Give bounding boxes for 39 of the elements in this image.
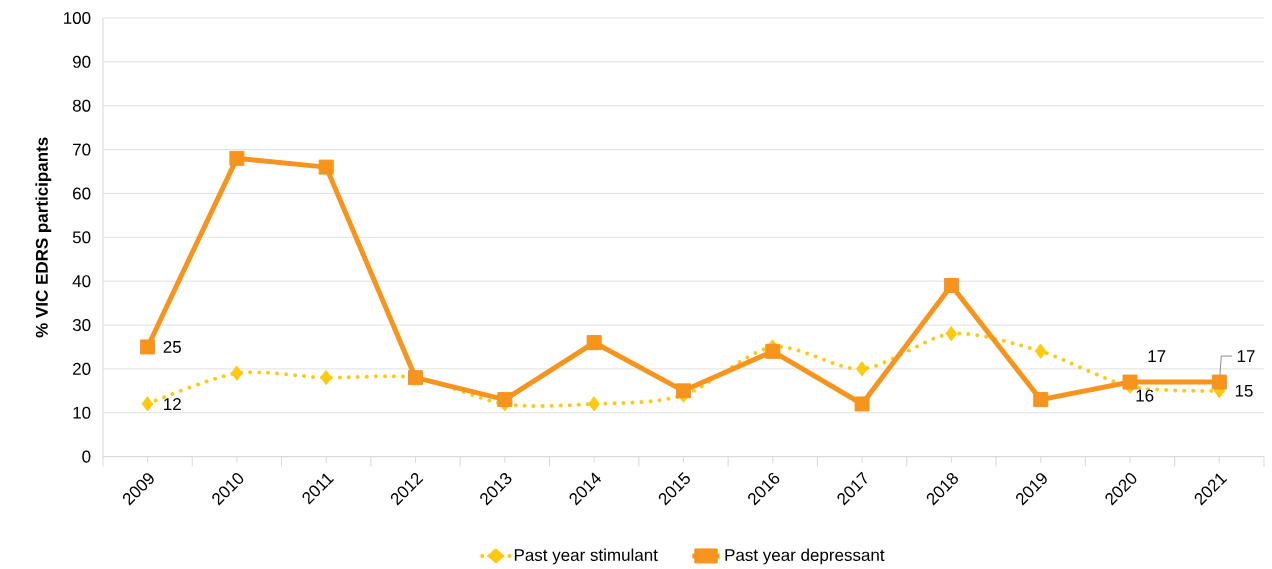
data-label: 17 (1237, 350, 1255, 363)
data-label: 15 (1235, 385, 1253, 397)
point (1122, 374, 1138, 390)
y-tick-label: 30 (72, 319, 91, 332)
point (854, 396, 870, 412)
y-tick-label: 60 (73, 187, 91, 200)
point (497, 392, 513, 408)
point (229, 151, 245, 167)
y-tick-label: 10 (73, 406, 91, 420)
data-label: 17 (1148, 350, 1166, 363)
data-label: 12 (164, 398, 181, 411)
point (141, 396, 154, 412)
y-tick-label: 70 (73, 143, 91, 156)
point (1033, 392, 1049, 408)
point (675, 383, 691, 399)
point (586, 335, 602, 351)
y-tick-label: 0 (82, 450, 91, 463)
legend-label: Past year stimulant (514, 548, 658, 565)
point (231, 366, 243, 382)
point (1034, 344, 1047, 360)
point (943, 278, 959, 294)
y-tick-label: 50 (72, 231, 91, 244)
point (588, 396, 600, 412)
y-tick-label: 90 (72, 56, 91, 69)
point (320, 370, 332, 386)
point (856, 361, 868, 377)
point (765, 344, 781, 360)
y-tick-label: 40 (72, 275, 91, 288)
data-label: 25 (163, 341, 181, 354)
y-tick-label: 80 (72, 99, 91, 112)
legend-label: Past year depressant (725, 548, 885, 565)
data-label: 16 (1136, 389, 1154, 402)
y-tick-label: 100 (64, 12, 91, 25)
point (318, 159, 334, 175)
y-axis-title: % VIC EDRS participants (35, 137, 52, 338)
point (945, 326, 958, 342)
point (140, 339, 156, 355)
point (1211, 374, 1227, 390)
y-tick-label: 20 (73, 363, 91, 376)
